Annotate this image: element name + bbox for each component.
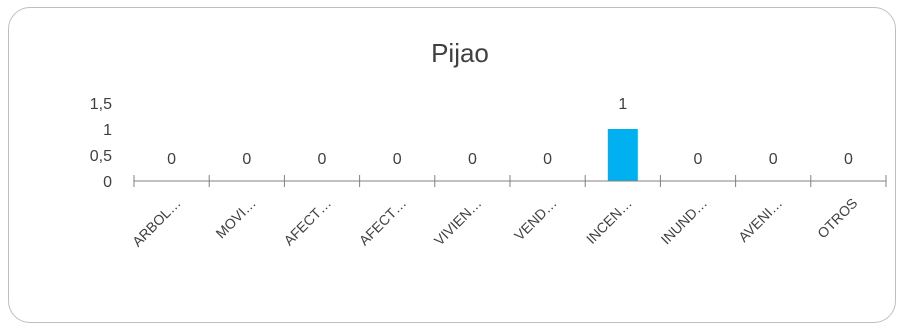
y-tick-label: 1,5 [90, 96, 112, 113]
category-label: INCEN… [583, 195, 635, 247]
category-label: AFECT… [356, 195, 410, 249]
y-axis-ticks: 0 0,5 1 1,5 [90, 96, 112, 191]
bar [607, 129, 638, 181]
data-label: 1 [618, 96, 627, 113]
data-label: 0 [769, 151, 778, 168]
data-label: 0 [694, 151, 703, 168]
data-label: 0 [844, 151, 853, 168]
y-tick-label: 1 [103, 122, 112, 139]
bars [607, 129, 638, 181]
data-label: 0 [242, 151, 251, 168]
category-label: MOVI… [212, 195, 259, 242]
category-label: AVENI… [735, 195, 785, 245]
category-labels: ARBOL… MOVI… AFECT… AFECT… VIVIEN… VEND… INCEN… [129, 195, 861, 250]
category-label: ARBOL… [129, 195, 184, 250]
category-label: VIVIEN… [431, 195, 485, 249]
x-axis [133, 175, 887, 187]
chart-frame [8, 7, 896, 323]
y-tick-label: 0 [103, 174, 112, 191]
category-label: VEND… [511, 195, 560, 244]
category-label: OTROS [814, 195, 861, 242]
data-label: 0 [393, 151, 402, 168]
category-label: INUND… [658, 195, 711, 248]
y-tick-label: 0,5 [90, 148, 112, 165]
category-label: AFECT… [280, 195, 334, 249]
data-labels: 0 0 0 0 0 0 1 0 0 0 [167, 96, 853, 168]
data-label: 0 [318, 151, 327, 168]
data-label: 0 [543, 151, 552, 168]
data-label: 0 [167, 151, 176, 168]
chart-title: Pijao [431, 38, 489, 68]
data-label: 0 [468, 151, 477, 168]
